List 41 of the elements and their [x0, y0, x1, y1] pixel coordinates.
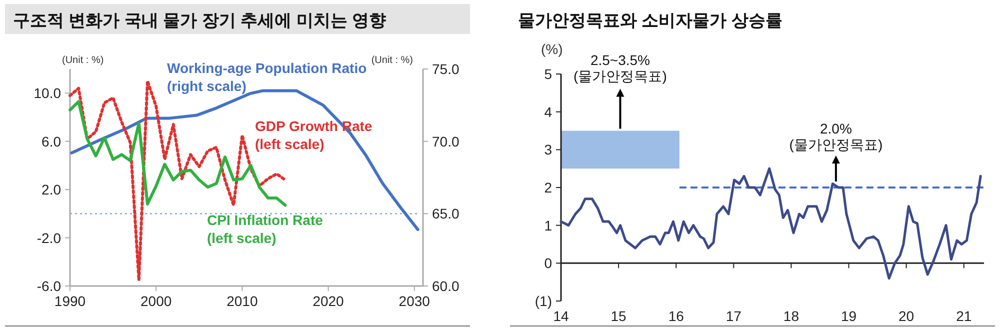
x-tick-label: 2010: [226, 293, 258, 309]
y-tick-label: (1): [534, 293, 552, 309]
y2-tick-label: 65.0: [432, 206, 460, 222]
y2-axis-title: (Unit : %): [371, 55, 413, 66]
x-tick-label: 20: [898, 308, 914, 324]
x-tick-label: 19: [840, 308, 857, 324]
y-tick-label: 2: [544, 180, 552, 196]
y-axis-title: (%): [541, 41, 563, 57]
line-series: [68, 80, 287, 282]
x-tick-label: 2000: [140, 293, 172, 309]
x-tick-label: 15: [610, 308, 627, 324]
y2-tick-label: 75.0: [432, 61, 460, 77]
x-tick-label: 1990: [54, 293, 86, 309]
y2-tick-label: 60.0: [432, 278, 460, 294]
line-series: [560, 167, 982, 280]
chart-title: 물가안정목표와 소비자물가 상승률: [518, 11, 782, 30]
y-tick-label: 10.0: [34, 85, 62, 102]
ref-line-label: 2.0% (물가안정목표): [789, 120, 883, 152]
chart-title: 구조적 변화가 국내 물가 장기 추세에 미치는 영향: [13, 11, 386, 30]
x-tick-label: 18: [783, 308, 800, 324]
line-series: [68, 100, 287, 207]
y-tick-label: 2.0: [42, 182, 62, 198]
band-label: 2.5~3.5% (물가안정목표): [574, 52, 667, 84]
y-tick-label: 0: [544, 255, 552, 272]
y-tick-label: -2.0: [36, 230, 62, 246]
x-tick-label: 17: [726, 308, 742, 324]
y-tick-label: 5: [544, 66, 552, 82]
x-tick-label: 16: [668, 308, 684, 324]
y-tick-label: 3: [544, 142, 552, 158]
y2-tick-label: 70.0: [432, 133, 460, 150]
y-tick-label: 4: [544, 104, 552, 120]
series-label: CPI Inflation Rate (left scale): [207, 212, 324, 246]
series-label: Working-age Population Ratio (right scale): [167, 60, 367, 94]
y-tick-label: -6.0: [36, 278, 62, 294]
y-axis-title: (Unit : %): [62, 55, 104, 66]
y-tick-label: 6.0: [42, 133, 62, 150]
x-tick-label: 2030: [398, 293, 430, 309]
x-tick-label: 21: [956, 308, 972, 324]
y-tick-label: 1: [544, 217, 552, 234]
x-tick-label: 2020: [312, 293, 344, 309]
x-tick-label: 14: [553, 308, 569, 324]
